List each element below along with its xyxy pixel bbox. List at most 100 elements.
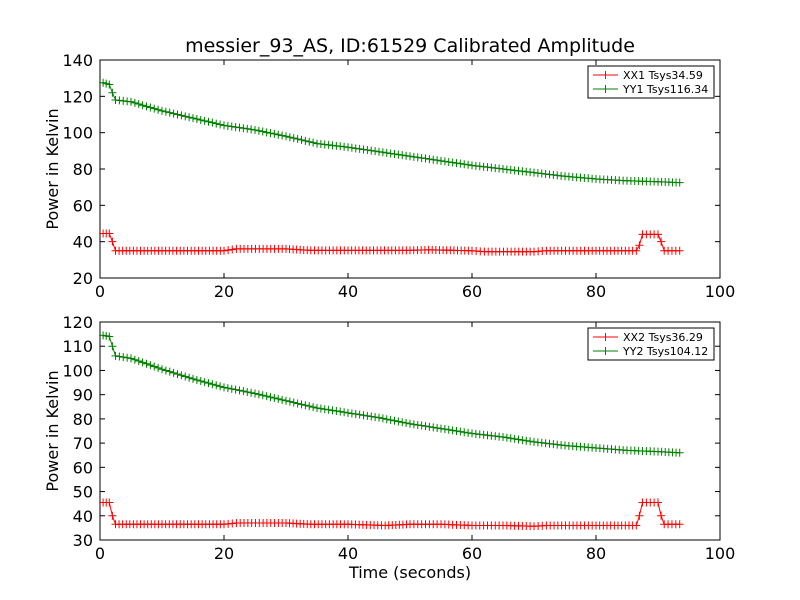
data-point-marker bbox=[456, 159, 465, 168]
data-point-marker bbox=[247, 125, 256, 134]
data-point-marker bbox=[235, 123, 244, 132]
data-point-marker bbox=[285, 133, 294, 142]
legend-marker bbox=[601, 347, 610, 355]
data-point-marker bbox=[421, 154, 430, 163]
data-point-marker bbox=[262, 128, 271, 137]
data-point-marker bbox=[675, 520, 684, 529]
data-point-marker bbox=[270, 129, 279, 138]
legend-label: XX2 Tsys36.29 bbox=[623, 331, 703, 344]
legend-marker bbox=[601, 333, 610, 341]
legend-label: XX1 Tsys34.59 bbox=[623, 69, 703, 82]
data-point-marker bbox=[452, 159, 461, 168]
data-point-marker bbox=[440, 425, 449, 434]
data-point-marker bbox=[108, 88, 117, 97]
data-point-marker bbox=[654, 230, 662, 239]
data-point-marker bbox=[161, 366, 170, 375]
data-point-marker bbox=[220, 246, 228, 255]
data-point-marker bbox=[105, 229, 114, 238]
data-point-marker bbox=[169, 109, 178, 118]
data-point-marker bbox=[189, 374, 197, 383]
data-point-marker bbox=[437, 156, 445, 165]
data-point-marker bbox=[402, 418, 411, 427]
data-point-marker bbox=[189, 114, 197, 123]
data-point-marker bbox=[460, 160, 469, 169]
y-tick-label: 80 bbox=[73, 160, 93, 179]
data-point-marker bbox=[270, 393, 279, 402]
data-point-marker bbox=[359, 145, 368, 154]
data-point-marker bbox=[231, 385, 240, 394]
data-point-marker bbox=[150, 362, 159, 371]
data-point-marker bbox=[216, 120, 225, 129]
data-point-marker bbox=[108, 342, 117, 351]
data-point-marker bbox=[173, 370, 182, 379]
legend-box bbox=[587, 327, 715, 361]
data-point-marker bbox=[363, 146, 372, 155]
data-point-marker bbox=[289, 398, 298, 407]
data-point-marker bbox=[448, 158, 457, 167]
data-point-marker bbox=[231, 123, 240, 132]
data-point-marker bbox=[375, 413, 383, 422]
data-point-marker bbox=[398, 418, 407, 427]
data-point-marker bbox=[375, 147, 383, 156]
data-point-marker bbox=[305, 402, 314, 411]
data-point-marker bbox=[429, 155, 438, 164]
data-point-marker bbox=[502, 433, 511, 442]
x-tick-label: 40 bbox=[338, 544, 358, 563]
data-point-marker bbox=[386, 149, 395, 158]
data-point-marker bbox=[127, 97, 135, 106]
data-point-marker bbox=[417, 421, 426, 430]
y-tick-label: 140 bbox=[62, 51, 93, 70]
y-tick-label: 80 bbox=[73, 410, 93, 429]
data-point-marker bbox=[371, 413, 380, 422]
data-point-marker bbox=[390, 150, 399, 159]
data-point-marker bbox=[200, 116, 209, 125]
data-point-marker bbox=[510, 434, 519, 443]
y-tick-label: 20 bbox=[73, 269, 93, 288]
chart-title: messier_93_AS, ID:61529 Calibrated Ampli… bbox=[185, 35, 635, 57]
data-point-marker bbox=[305, 137, 314, 146]
data-point-marker bbox=[223, 121, 232, 130]
data-point-marker bbox=[406, 419, 414, 428]
x-tick-label: 20 bbox=[214, 544, 234, 563]
data-point-marker bbox=[208, 118, 217, 127]
y-axis-label: Power in Kelvin bbox=[43, 370, 62, 491]
data-point-marker bbox=[146, 361, 155, 370]
data-point-marker bbox=[239, 124, 248, 133]
data-point-marker bbox=[297, 400, 306, 409]
data-point-marker bbox=[632, 521, 641, 530]
x-tick-label: 80 bbox=[586, 282, 606, 301]
data-point-marker bbox=[138, 358, 147, 367]
data-point-marker bbox=[632, 246, 641, 255]
data-point-marker bbox=[657, 511, 666, 520]
y-tick-label: 50 bbox=[73, 483, 93, 502]
data-point-marker bbox=[309, 403, 318, 412]
data-point-marker bbox=[421, 422, 430, 431]
x-tick-label: 40 bbox=[338, 282, 358, 301]
data-point-marker bbox=[324, 405, 333, 414]
data-point-marker bbox=[309, 138, 318, 147]
data-point-marker bbox=[243, 124, 252, 133]
data-point-marker bbox=[208, 380, 217, 389]
x-tick-label: 0 bbox=[95, 544, 105, 563]
data-point-marker bbox=[278, 131, 287, 140]
data-point-marker bbox=[123, 353, 132, 362]
data-point-marker bbox=[336, 407, 345, 416]
data-point-marker bbox=[367, 146, 376, 155]
data-point-marker bbox=[464, 160, 473, 169]
data-point-marker bbox=[417, 153, 426, 162]
data-point-marker bbox=[130, 98, 139, 107]
data-point-marker bbox=[105, 498, 114, 507]
data-point-marker bbox=[378, 414, 387, 423]
data-point-marker bbox=[251, 125, 259, 134]
data-point-marker bbox=[196, 377, 205, 386]
data-point-marker bbox=[258, 391, 267, 400]
data-point-marker bbox=[460, 428, 469, 437]
data-point-marker bbox=[289, 134, 298, 143]
data-point-marker bbox=[227, 384, 236, 393]
data-point-marker bbox=[347, 143, 356, 152]
data-point-marker bbox=[526, 437, 535, 446]
data-point-marker bbox=[675, 178, 684, 187]
data-point-marker bbox=[239, 387, 248, 396]
data-point-marker bbox=[440, 157, 449, 166]
